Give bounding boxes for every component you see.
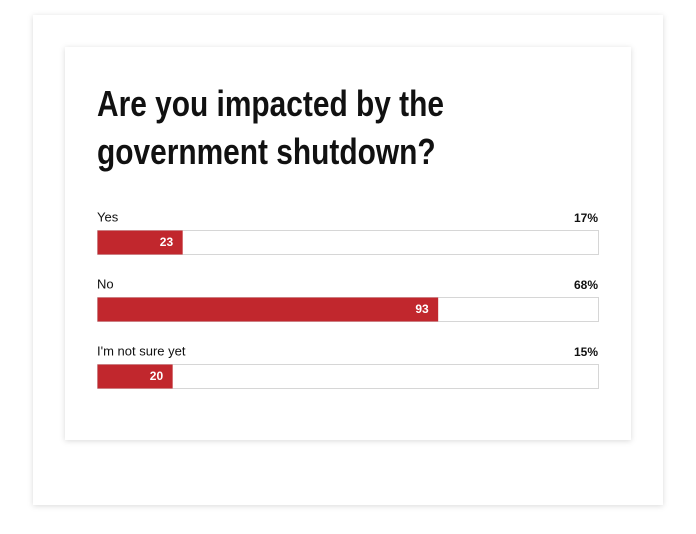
title-line: Are you impacted by the bbox=[97, 84, 444, 124]
percent-label: 17% bbox=[574, 211, 598, 225]
title-line: government shutdown? bbox=[97, 132, 436, 172]
title-group: Are you impacted by the government shutd… bbox=[97, 84, 444, 172]
option-label: No bbox=[97, 276, 114, 291]
percent-label: 15% bbox=[574, 345, 598, 359]
option-label: I'm not sure yet bbox=[97, 343, 186, 358]
bar bbox=[97, 230, 183, 255]
count-label: 23 bbox=[160, 235, 174, 249]
count-label: 93 bbox=[415, 302, 429, 316]
percent-label: 68% bbox=[574, 278, 598, 292]
option-label: Yes bbox=[97, 209, 119, 224]
bar bbox=[97, 364, 173, 389]
count-label: 20 bbox=[150, 369, 164, 383]
bar bbox=[97, 297, 439, 322]
bar-track bbox=[97, 364, 599, 389]
